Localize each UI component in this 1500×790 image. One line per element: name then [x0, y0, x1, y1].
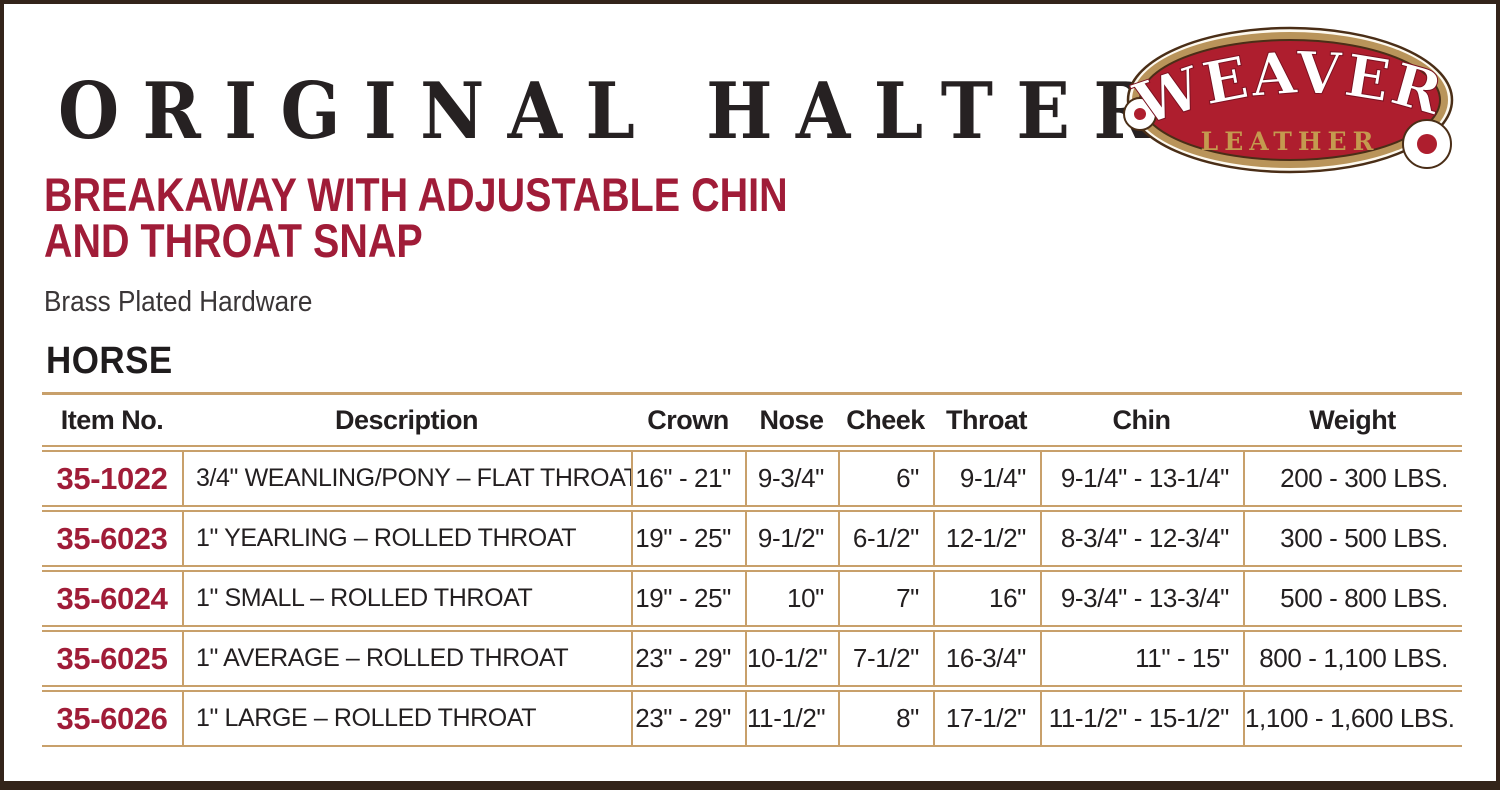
cell-weight: 200 - 300 LBS.	[1243, 450, 1462, 507]
cell-item-no: 35-6026	[42, 690, 182, 747]
cell-nose: 9-3/4"	[745, 450, 838, 507]
column-header-nose: Nose	[745, 392, 838, 447]
cell-description: 1" SMALL – ROLLED THROAT	[182, 570, 631, 627]
column-header-item-no: Item No.	[42, 392, 182, 447]
hardware-note: Brass Plated Hardware	[44, 286, 313, 318]
cell-throat: 9-1/4"	[933, 450, 1040, 507]
logo-right-curl-center	[1417, 134, 1437, 154]
cell-crown: 19" - 25"	[631, 510, 745, 567]
cell-chin: 11" - 15"	[1040, 630, 1243, 687]
cell-cheek: 7-1/2"	[838, 630, 933, 687]
column-header-crown: Crown	[631, 392, 745, 447]
cell-nose: 9-1/2"	[745, 510, 838, 567]
cell-cheek: 8"	[838, 690, 933, 747]
cell-crown: 23" - 29"	[631, 630, 745, 687]
cell-throat: 16"	[933, 570, 1040, 627]
column-header-weight: Weight	[1243, 392, 1462, 447]
cell-item-no: 35-1022	[42, 450, 182, 507]
cell-crown: 23" - 29"	[631, 690, 745, 747]
cell-cheek: 6"	[838, 450, 933, 507]
subtitle-line-2: AND THROAT SNAP	[44, 214, 423, 267]
cell-chin: 9-3/4" - 13-3/4"	[1040, 570, 1243, 627]
logo-left-curl-center	[1134, 108, 1146, 120]
subtitle-line-1: BREAKAWAY WITH ADJUSTABLE CHIN	[44, 168, 788, 221]
cell-description: 1" LARGE – ROLLED THROAT	[182, 690, 631, 747]
cell-description: 3/4" WEANLING/PONY – FLAT THROAT	[182, 450, 631, 507]
cell-item-no: 35-6025	[42, 630, 182, 687]
cell-item-no: 35-6024	[42, 570, 182, 627]
cell-chin: 11-1/2" - 15-1/2"	[1040, 690, 1243, 747]
table-row: 35-6023 1" YEARLING – ROLLED THROAT 19" …	[42, 510, 1462, 567]
cell-throat: 16-3/4"	[933, 630, 1040, 687]
table-row: 35-6026 1" LARGE – ROLLED THROAT 23" - 2…	[42, 690, 1462, 747]
cell-weight: 1,100 - 1,600 LBS.	[1243, 690, 1462, 747]
weaver-leather-logo: WEAVER LEATHER	[1122, 24, 1458, 184]
cell-nose: 10"	[745, 570, 838, 627]
cell-weight: 500 - 800 LBS.	[1243, 570, 1462, 627]
table-header-row: Item No. Description Crown Nose Cheek Th…	[42, 392, 1462, 447]
cell-description: 1" AVERAGE – ROLLED THROAT	[182, 630, 631, 687]
cell-crown: 16" - 21"	[631, 450, 745, 507]
cell-nose: 11-1/2"	[745, 690, 838, 747]
cell-throat: 12-1/2"	[933, 510, 1040, 567]
section-heading: HORSE	[46, 340, 173, 382]
table-row: 35-6024 1" SMALL – ROLLED THROAT 19" - 2…	[42, 570, 1462, 627]
column-header-throat: Throat	[933, 392, 1040, 447]
cell-weight: 800 - 1,100 LBS.	[1243, 630, 1462, 687]
cell-chin: 9-1/4" - 13-1/4"	[1040, 450, 1243, 507]
cell-cheek: 6-1/2"	[838, 510, 933, 567]
cell-throat: 17-1/2"	[933, 690, 1040, 747]
logo-sub-text: LEATHER	[1201, 127, 1380, 156]
logo-graphic: WEAVER LEATHER	[1123, 26, 1454, 174]
column-header-cheek: Cheek	[838, 392, 933, 447]
spec-table: Item No. Description Crown Nose Cheek Th…	[42, 389, 1462, 750]
cell-crown: 19" - 25"	[631, 570, 745, 627]
cell-item-no: 35-6023	[42, 510, 182, 567]
cell-weight: 300 - 500 LBS.	[1243, 510, 1462, 567]
page-title: ORIGINAL HALTERS	[58, 66, 1250, 157]
cell-description: 1" YEARLING – ROLLED THROAT	[182, 510, 631, 567]
column-header-description: Description	[182, 392, 631, 447]
cell-nose: 10-1/2"	[745, 630, 838, 687]
table-row: 35-6025 1" AVERAGE – ROLLED THROAT 23" -…	[42, 630, 1462, 687]
subtitle: BREAKAWAY WITH ADJUSTABLE CHIN AND THROA…	[44, 168, 788, 267]
table-row: 35-1022 3/4" WEANLING/PONY – FLAT THROAT…	[42, 450, 1462, 507]
column-header-chin: Chin	[1040, 392, 1243, 447]
cell-chin: 8-3/4" - 12-3/4"	[1040, 510, 1243, 567]
cell-cheek: 7"	[838, 570, 933, 627]
